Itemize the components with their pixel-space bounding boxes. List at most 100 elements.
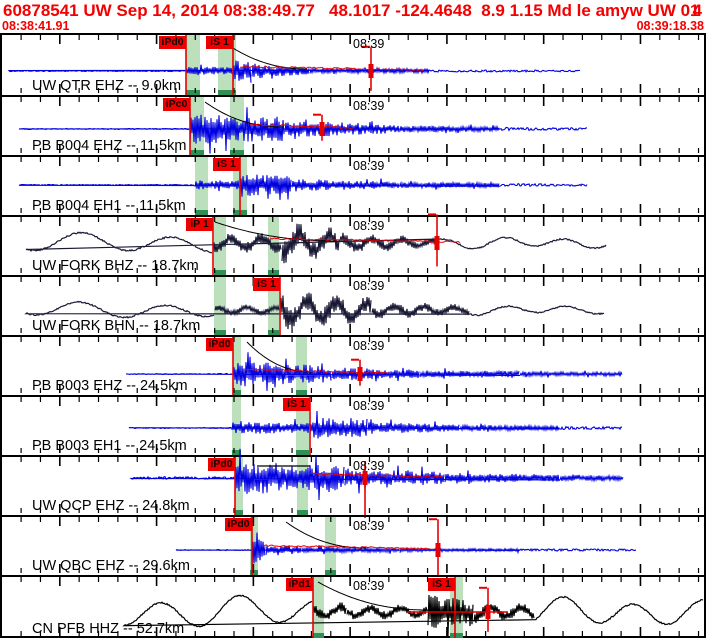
trace-panel[interactable] [0,213,706,275]
uncertainty-band [296,337,307,395]
coda-duration-marker[interactable] [362,45,374,91]
uncertainty-band-notch [297,510,308,515]
coda-duration-marker[interactable] [429,518,441,576]
time-ruler [20,217,700,273]
station-label: UW QCP EHZ -- 24.8km [32,498,190,514]
amplitude-envelope [239,65,425,72]
amplitude-envelope [249,123,355,129]
amplitude-envelope [261,544,441,550]
time-ruler [20,517,700,573]
minute-time-label: 08:39 [353,37,385,51]
uncertainty-band-notch [186,90,200,95]
amplitude-envelope [269,237,461,244]
uncertainty-band-notch [296,450,309,455]
trace-panel[interactable] [0,448,706,518]
event-header-count: 4 [692,1,702,20]
station-label: UW QBC EHZ -- 29.6km [32,558,190,574]
trace-panel[interactable] [0,575,706,638]
coda-decay-curve [214,221,337,242]
panel-border [0,455,706,457]
panel-border [0,515,706,517]
minute-time-label: 08:39 [353,219,385,233]
time-ruler [20,457,700,513]
waveform[interactable] [125,352,623,391]
phase-pick-box[interactable]: iPd0 [225,518,252,531]
phase-pick-box[interactable]: iP 1 [186,218,213,231]
phase-pick-box[interactable]: iPd0 [206,338,233,351]
trace-panel[interactable] [0,335,706,395]
amplitude-envelope [244,368,390,375]
panel-border [0,275,706,277]
phase-pick-box[interactable]: iS 1 [428,578,455,591]
coda-duration-marker[interactable] [313,113,325,141]
coda-duration-marker[interactable] [351,358,363,386]
waveform[interactable] [18,174,588,200]
minute-time-label: 08:39 [353,459,385,473]
coda-duration-marker[interactable] [407,586,508,632]
coda-decay-curve [317,581,428,611]
phase-pick-box[interactable]: iS 1 [213,158,240,171]
coda-decay-curve [220,39,307,70]
time-ruler [20,97,700,153]
uncertainty-band-notch [190,150,204,155]
trace-panel[interactable] [0,395,706,455]
uncertainty-band-notch [232,450,241,455]
waveform[interactable] [24,292,605,330]
waveform[interactable] [18,107,587,154]
station-label: PB B004 EHZ -- 11.5km [32,138,187,154]
window-start-time: 08:38:41.91 [2,19,70,33]
station-label: UW FORK BHZ -- 18.7km [32,258,199,274]
phase-pick-box[interactable]: iS 1 [283,398,310,411]
uncertainty-band-notch [268,330,279,335]
panel-border [0,33,706,35]
trace-panel[interactable] [0,33,706,95]
phase-pick-box[interactable]: iPc0 [163,98,190,111]
minute-time-label: 08:39 [353,99,385,113]
waveform[interactable] [175,532,637,568]
uncertainty-band-notch [230,150,244,155]
minute-time-label: 08:39 [353,519,385,533]
uncertainty-band-notch [296,390,307,395]
trace-panel[interactable] [0,95,706,155]
minute-time-label: 08:39 [353,339,385,353]
uncertainty-band-notch [214,270,226,275]
phase-pick-box[interactable]: iS 1 [253,278,280,291]
waveform[interactable] [122,594,704,637]
phase-pick-box[interactable]: iPd1 [286,578,313,591]
station-label: PB B003 EH1 -- 24.5km [32,438,187,454]
phase-pick-box[interactable]: iS 1 [206,36,233,49]
coda-decay-curve [204,101,283,128]
phase-pick-box[interactable]: iPd0 [159,36,186,49]
uncertainty-band-notch [450,633,463,638]
minute-time-label: 08:39 [353,279,385,293]
coda-duration-marker[interactable] [362,461,368,518]
station-label: CN PFB HHZ -- 52.7km [32,621,185,637]
uncertainty-band [250,517,258,575]
uncertainty-band-notch [214,330,226,335]
minute-time-label: 08:39 [353,579,385,593]
coda-decay-curve [246,341,311,373]
window-end-time: 08:39:18.38 [636,19,704,33]
event-header-title: 60878541 UW Sep 14, 2014 08:38:49.77 48.… [3,1,700,20]
trace-panel[interactable] [0,515,706,576]
uncertainty-band-notch [268,270,279,275]
waveform[interactable] [25,223,607,264]
waveform[interactable] [128,410,623,439]
panel-border [0,575,706,577]
phase-pick-box[interactable]: iPd0 [208,458,235,471]
waveform[interactable] [129,448,624,501]
coda-duration-marker[interactable] [428,213,440,267]
time-ruler [20,397,700,453]
uncertainty-band-notch [313,633,324,638]
uncertainty-band [218,35,236,95]
panel-border [0,215,706,217]
panel-border [0,395,706,397]
panel-border [0,335,706,337]
minute-time-label: 08:39 [353,399,385,413]
amplitude-envelope [309,472,442,478]
station-label: UW FORK BHN -- 18.7km [32,318,201,334]
station-label: PB B003 EHZ -- 24.5km [32,378,188,394]
uncertainty-band [186,35,200,95]
